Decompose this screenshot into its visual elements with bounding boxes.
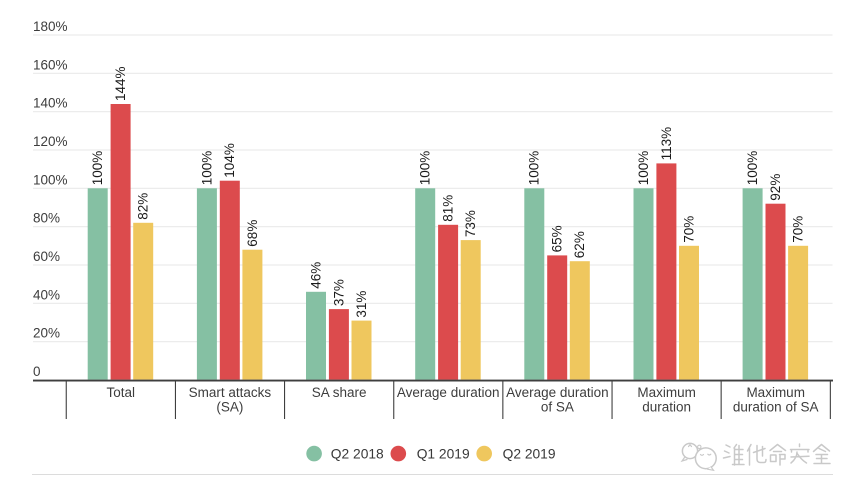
svg-text:(SA): (SA)	[216, 399, 243, 414]
svg-text:of SA: of SA	[541, 399, 574, 414]
svg-text:40%: 40%	[33, 287, 60, 302]
svg-text:62%: 62%	[572, 231, 587, 258]
svg-text:Q2 2018: Q2 2018	[331, 446, 384, 461]
svg-text:104%: 104%	[222, 143, 237, 178]
svg-text:Average duration: Average duration	[506, 385, 609, 400]
svg-text:100%: 100%	[33, 172, 68, 187]
svg-text:82%: 82%	[136, 193, 151, 220]
svg-text:100%: 100%	[745, 151, 760, 186]
svg-text:100%: 100%	[418, 151, 433, 186]
svg-text:0: 0	[33, 364, 41, 379]
svg-text:120%: 120%	[33, 134, 68, 149]
svg-text:Average duration: Average duration	[397, 385, 500, 400]
svg-text:160%: 160%	[33, 57, 68, 72]
svg-text:70%: 70%	[791, 216, 806, 243]
svg-text:Q1 2019: Q1 2019	[417, 446, 470, 461]
svg-text:Total: Total	[107, 385, 136, 400]
svg-text:92%: 92%	[768, 174, 783, 201]
svg-text:Maximum: Maximum	[746, 385, 805, 400]
svg-text:100%: 100%	[199, 151, 214, 186]
svg-text:140%: 140%	[33, 96, 68, 111]
svg-text:180%: 180%	[33, 19, 68, 34]
svg-text:144%: 144%	[113, 66, 128, 101]
svg-text:46%: 46%	[308, 262, 323, 289]
svg-text:60%: 60%	[33, 249, 60, 264]
svg-text:31%: 31%	[354, 291, 369, 318]
svg-text:Maximum: Maximum	[637, 385, 696, 400]
svg-text:SA share: SA share	[312, 385, 367, 400]
svg-text:70%: 70%	[681, 216, 696, 243]
svg-text:80%: 80%	[33, 211, 60, 226]
svg-text:37%: 37%	[331, 279, 346, 306]
svg-text:Q2 2019: Q2 2019	[503, 446, 556, 461]
svg-text:duration of SA: duration of SA	[733, 399, 819, 414]
svg-text:68%: 68%	[245, 220, 260, 247]
svg-text:81%: 81%	[441, 195, 456, 222]
svg-text:100%: 100%	[636, 151, 651, 186]
svg-text:113%: 113%	[659, 127, 674, 161]
svg-text:100%: 100%	[90, 151, 105, 186]
svg-text:duration: duration	[642, 399, 691, 414]
svg-text:20%: 20%	[33, 326, 60, 341]
svg-text:Smart attacks: Smart attacks	[189, 385, 272, 400]
svg-text:73%: 73%	[463, 210, 478, 237]
svg-text:65%: 65%	[550, 225, 565, 252]
svg-text:100%: 100%	[527, 151, 542, 186]
